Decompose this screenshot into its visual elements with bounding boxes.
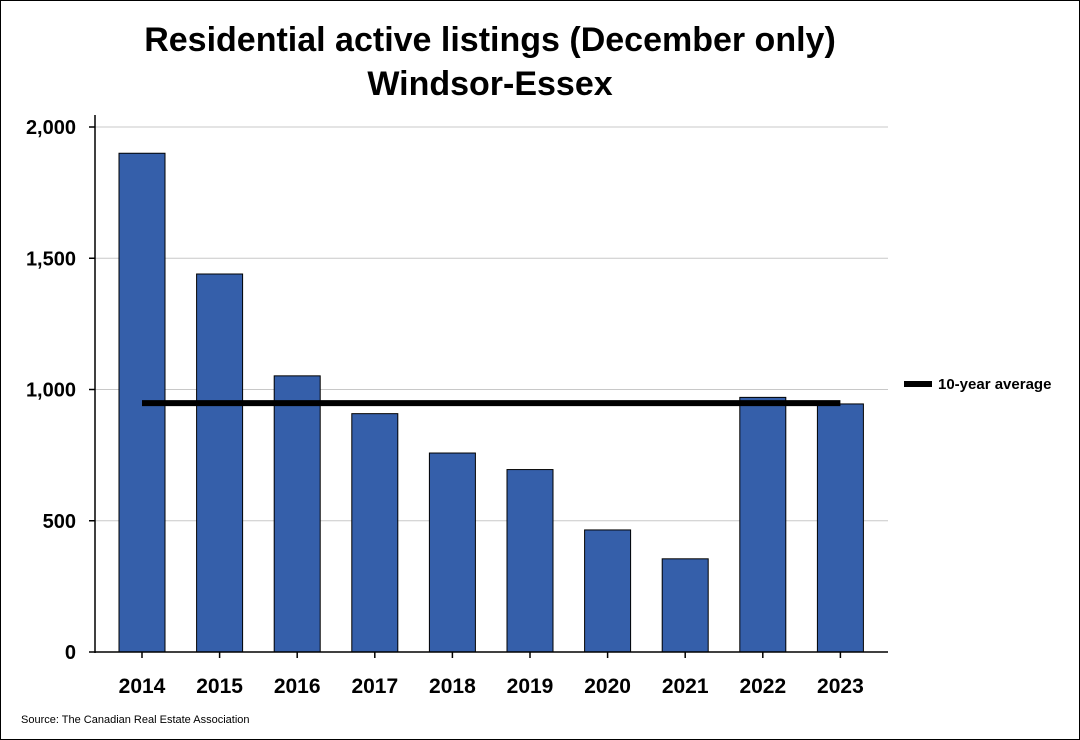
bar-2019 [506, 469, 554, 653]
x-tick-label: 2021 [662, 675, 709, 698]
bar-2017 [351, 413, 399, 653]
x-tick-label: 2018 [429, 675, 476, 698]
bar-2022 [739, 396, 787, 653]
x-tick-label: 2020 [584, 675, 631, 698]
x-axis-tick-labels: 2014 2015 2016 2017 2018 2019 2020 2021 2022 2023 [119, 675, 864, 698]
chart-title: Residential active listings (December on… [144, 21, 836, 103]
y-tick-label: 1,500 [26, 248, 76, 270]
x-tick-label: 2022 [739, 675, 786, 698]
x-tick-label: 2019 [507, 675, 554, 698]
x-tick-label: 2014 [119, 675, 166, 698]
x-tick-label: 2016 [274, 675, 321, 698]
x-tick-label: 2023 [817, 675, 864, 698]
y-tick-label: 1,000 [26, 380, 76, 402]
y-tick-label: 0 [65, 642, 76, 664]
bar-2023 [816, 403, 864, 653]
chart-title-line-2: Windsor-Essex [367, 65, 612, 103]
chart-title-line-1: Residential active listings (December on… [144, 21, 836, 59]
bar-2018 [428, 452, 476, 653]
axes [89, 115, 888, 658]
y-tick-label: 500 [43, 511, 76, 533]
x-tick-label: 2017 [351, 675, 398, 698]
y-tick-label: 2,000 [26, 117, 76, 139]
x-tick-label: 2015 [196, 675, 243, 698]
legend-label-average: 10-year average [938, 376, 1051, 393]
bar-2021 [661, 558, 709, 653]
y-axis-tick-labels: 0 500 1,000 1,500 2,000 [26, 117, 76, 664]
legend: 10-year average [904, 376, 1051, 393]
bar-2016 [273, 375, 321, 653]
bars [118, 152, 864, 653]
bar-2020 [584, 529, 632, 653]
source-note: Source: The Canadian Real Estate Associa… [21, 714, 250, 726]
bar-2015 [196, 273, 244, 653]
